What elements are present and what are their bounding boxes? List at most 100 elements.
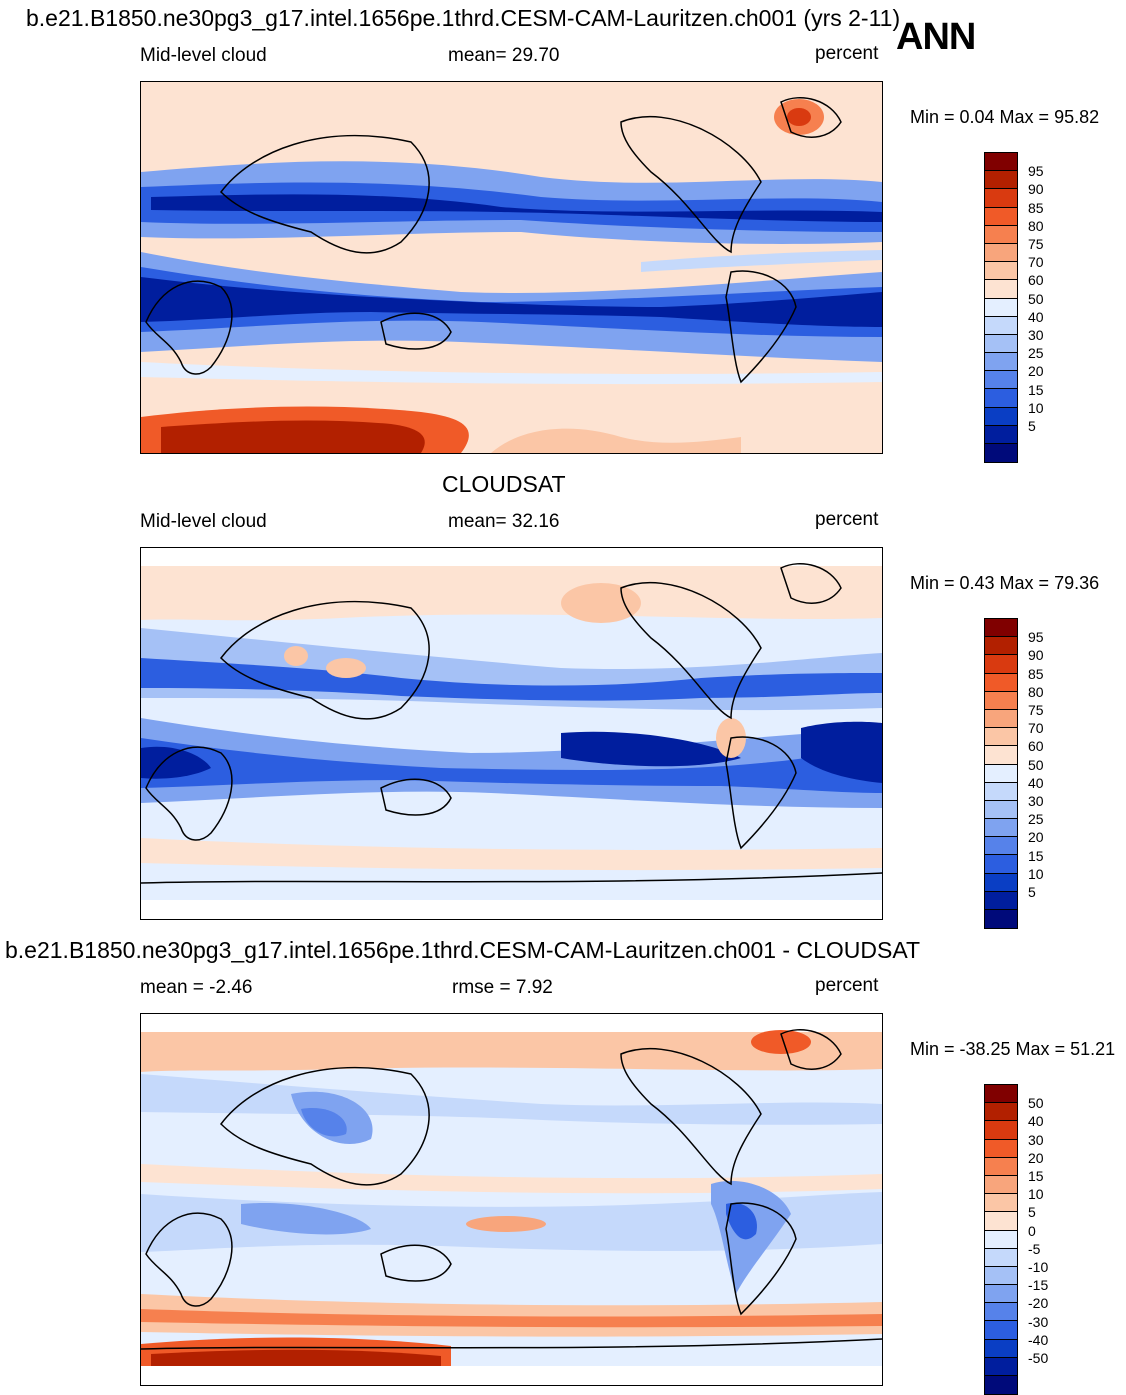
panel2-colorbar-tick-label: 60 xyxy=(1028,738,1044,755)
panel1-colorbar-swatch xyxy=(985,262,1017,281)
panel3-colorbar-swatch xyxy=(985,1357,1017,1376)
panel3-colorbar-swatch xyxy=(985,1303,1017,1322)
panel3-colorbar-swatch xyxy=(985,1103,1017,1122)
panel3-colorbar-swatch xyxy=(985,1230,1017,1249)
panel2-colorbar-swatch xyxy=(985,837,1017,856)
panel2-colorbar-tick-label: 25 xyxy=(1028,811,1044,828)
panel1-colorbar-swatch xyxy=(985,153,1017,172)
panel3-field xyxy=(141,1014,882,1385)
panel3-colorbar-tick-label: -15 xyxy=(1028,1277,1049,1294)
panel3-colorbar-swatch xyxy=(985,1121,1017,1140)
panel3-colorbar-tick-label: -10 xyxy=(1028,1259,1049,1275)
panel1-minmax-label: Min = 0.04 Max = 95.82 xyxy=(910,107,1100,127)
panel1-colorbar-tick-label: 50 xyxy=(1028,290,1044,307)
panel3-colorbar-tick-label: -5 xyxy=(1028,1240,1041,1257)
panel1-colorbar-tick-label: 60 xyxy=(1028,272,1044,289)
panel3-colorbar-tick-label: 50 xyxy=(1028,1095,1044,1112)
panel2-mean-label: mean= 32.16 xyxy=(448,511,560,532)
panel2-colorbar-swatch xyxy=(985,764,1017,783)
panel1-colorbar-tick-label: 85 xyxy=(1028,199,1044,216)
panel1-colorbar-tick-label: 20 xyxy=(1028,363,1044,380)
panel2-colorbar-swatch xyxy=(985,691,1017,710)
panel2-colorbar-swatch xyxy=(985,800,1017,820)
panel2-colorbar-tick-label: 85 xyxy=(1028,665,1044,682)
panel3-colorbar-tick-label: 10 xyxy=(1028,1186,1044,1203)
panel3-colorbar-swatch xyxy=(985,1085,1017,1104)
panel2-colorbar xyxy=(984,618,1018,930)
panel1-field xyxy=(141,82,882,453)
panel2-field xyxy=(141,548,882,919)
panel2-colorbar-swatch xyxy=(985,637,1017,656)
panel1-colorbar-swatch xyxy=(985,225,1017,244)
panel3-colorbar-tick-label: 5 xyxy=(1028,1204,1036,1221)
panel3-colorbar-swatch xyxy=(985,1321,1017,1340)
panel3-units-label: percent xyxy=(815,975,879,996)
panel1-colorbar-swatch xyxy=(985,207,1017,226)
panel1-colorbar-swatch xyxy=(985,353,1017,372)
panel1-colorbar-tick-label: 25 xyxy=(1028,345,1044,362)
panel3-colorbar-swatch xyxy=(985,1175,1017,1195)
panel1-colorbar-swatch xyxy=(985,189,1017,208)
panel2-colorbar-tick-label: 95 xyxy=(1028,629,1044,646)
panel3-title: b.e21.B1850.ne30pg3_g17.intel.1656pe.1th… xyxy=(5,937,921,963)
panel2-colorbar-tick-label: 30 xyxy=(1028,793,1044,809)
panel1-mean-label: mean= 29.70 xyxy=(448,45,560,66)
panel1-colorbar-swatch xyxy=(985,425,1017,444)
panel3-colorbar-tick-label: 40 xyxy=(1028,1113,1044,1130)
panel3-colorbar-swatch xyxy=(985,1212,1017,1231)
panel2-colorbar-swatch xyxy=(985,728,1017,747)
panel2-colorbar-tick-label: 50 xyxy=(1028,756,1044,773)
panel2-colorbar-tick-label: 5 xyxy=(1028,884,1036,900)
panel2-colorbar-swatch xyxy=(985,891,1017,910)
panel2-colorbar-tick-label: 40 xyxy=(1028,774,1044,791)
panel3-rmse-label: rmse = 7.92 xyxy=(452,977,553,998)
panel2-map xyxy=(140,547,883,920)
panel3-colorbar-tick-label: 30 xyxy=(1028,1131,1044,1148)
panel1-colorbar-tick-label: 30 xyxy=(1028,327,1044,343)
panel2-units-label: percent xyxy=(815,509,879,530)
panel2-minmax-label: Min = 0.43 Max = 79.36 xyxy=(910,573,1100,593)
panel1-colorbar xyxy=(984,152,1018,464)
panel1-colorbar-swatch xyxy=(985,334,1017,354)
panel1-units-label: percent xyxy=(815,43,879,64)
panel2-colorbar-swatch xyxy=(985,819,1017,838)
panel2-colorbar-swatch xyxy=(985,855,1017,874)
panel1-colorbar-tick-label: 95 xyxy=(1028,163,1044,180)
panel2-colorbar-tick-label: 20 xyxy=(1028,829,1044,846)
panel1-colorbar-swatch xyxy=(985,280,1017,299)
panel3-colorbar-tick-label: 20 xyxy=(1028,1149,1044,1166)
panel3-colorbar-swatch xyxy=(985,1339,1017,1358)
panel2-colorbar-swatch xyxy=(985,655,1017,674)
panel2-colorbar-tick-label: 70 xyxy=(1028,720,1044,737)
panel2-colorbar-swatch xyxy=(985,782,1017,801)
panel3-map xyxy=(140,1013,883,1386)
panel1-colorbar-tick-label: 15 xyxy=(1028,381,1044,398)
panel1-colorbar-swatch xyxy=(985,389,1017,408)
panel2-colorbar-tick-label: 10 xyxy=(1028,865,1044,882)
panel3-mean-label: mean = -2.46 xyxy=(140,977,253,998)
panel2-colorbar-swatch xyxy=(985,709,1017,729)
panel3-colorbar-tick-label: -40 xyxy=(1028,1331,1049,1348)
panel2-title: CLOUDSAT xyxy=(442,471,566,497)
season-label: ANN xyxy=(896,16,976,58)
panel2-colorbar-tick-label: 90 xyxy=(1028,647,1044,664)
panel2-colorbar-swatch xyxy=(985,873,1017,892)
panel2-colorbar-swatch xyxy=(985,673,1017,692)
panel2-colorbar-tick-label: 80 xyxy=(1028,683,1044,700)
panel2-colorbar-tick-label: 15 xyxy=(1028,847,1044,864)
panel1-variable-label: Mid-level cloud xyxy=(140,45,267,66)
panel1-colorbar-swatch xyxy=(985,371,1017,390)
panel3-colorbar-tick-label: 15 xyxy=(1028,1168,1044,1184)
panel3-colorbar-swatch xyxy=(985,1376,1017,1395)
panel2-colorbar-swatch xyxy=(985,746,1017,765)
panel1-colorbar-swatch xyxy=(985,171,1017,190)
panel1-map xyxy=(140,81,883,454)
panel1-colorbar-tick-label: 40 xyxy=(1028,308,1044,325)
panel3-colorbar-swatch xyxy=(985,1248,1017,1267)
panel3-colorbar-swatch xyxy=(985,1157,1017,1176)
panel1-colorbar-tick-label: 10 xyxy=(1028,399,1044,416)
panel2-colorbar-tick-label: 75 xyxy=(1028,702,1044,718)
panel1-colorbar-tick-label: 5 xyxy=(1028,418,1036,434)
panel3-colorbar-swatch xyxy=(985,1194,1017,1213)
panel1-colorbar-swatch xyxy=(985,243,1017,263)
